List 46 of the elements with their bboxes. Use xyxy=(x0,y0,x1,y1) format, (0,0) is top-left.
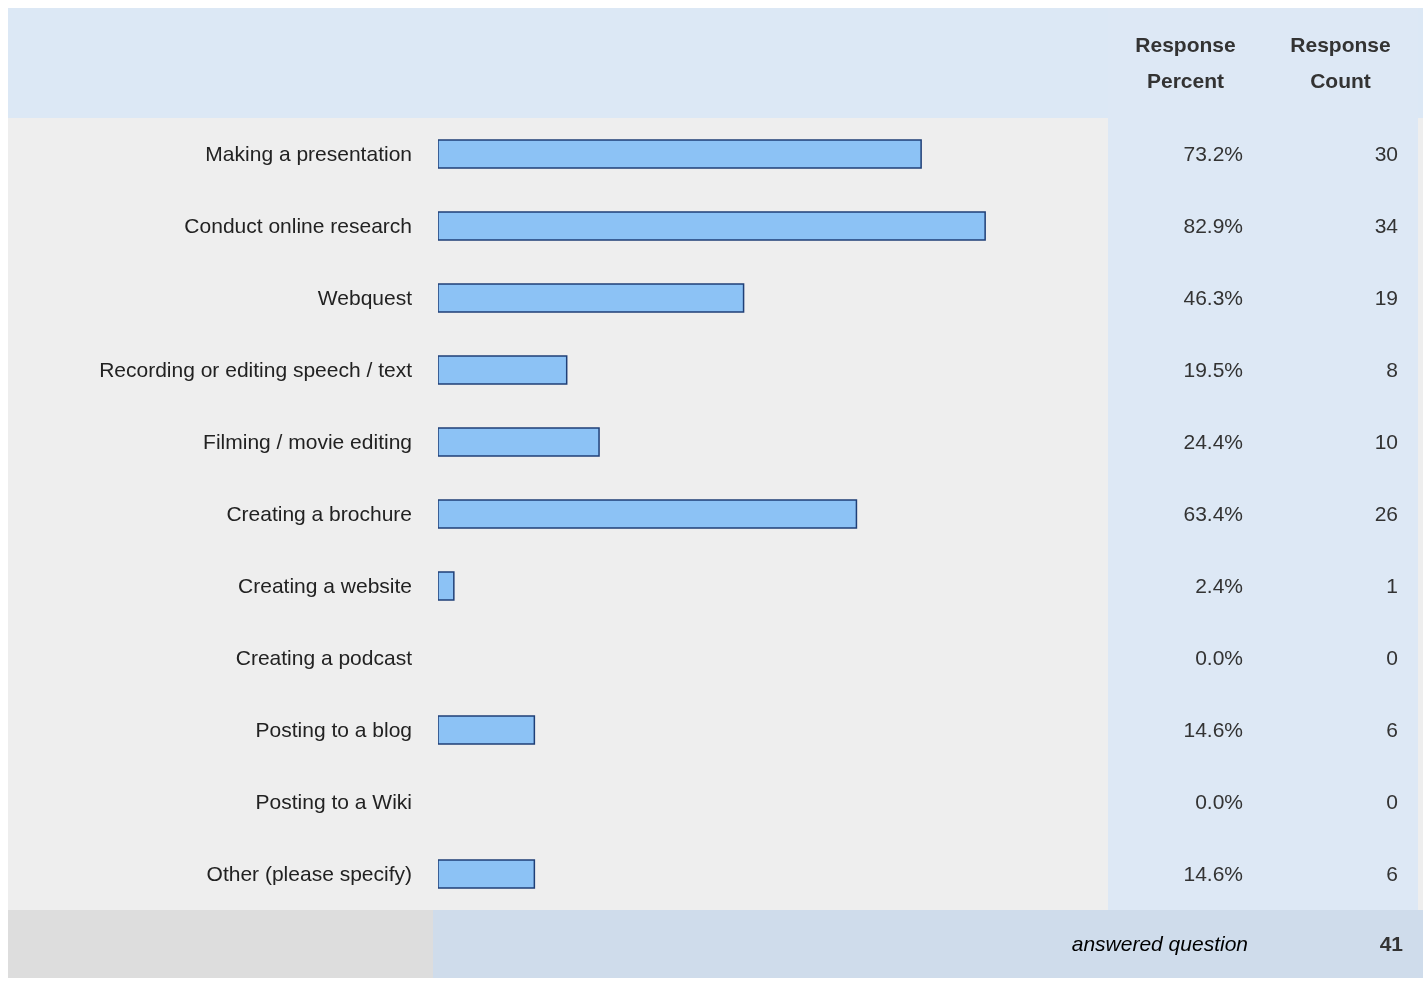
bar xyxy=(438,859,536,889)
data-label: 2.4% xyxy=(1194,573,1244,599)
text: answered question xyxy=(1071,932,1249,956)
text: Response Percent xyxy=(1108,8,1263,118)
y-tick-label: Creating a podcast xyxy=(235,646,413,670)
text: Response Count xyxy=(1263,8,1418,118)
text: 0 xyxy=(1385,789,1399,815)
bar xyxy=(438,139,922,169)
y-tick-label: Recording or editing speech / text xyxy=(99,358,413,382)
text: 0 xyxy=(1385,645,1399,671)
text: 10 xyxy=(1373,429,1399,455)
text: 6 xyxy=(1385,861,1399,887)
bar xyxy=(438,427,600,457)
text: 34 xyxy=(1373,213,1399,239)
text: 41 xyxy=(1268,910,1423,978)
bar xyxy=(438,355,568,385)
data-label: 0.0% xyxy=(1194,645,1244,671)
data-label: 82.9% xyxy=(1182,213,1244,239)
text: 30 xyxy=(1373,141,1399,167)
y-tick-label: Other (please specify) xyxy=(206,862,412,886)
text: 26 xyxy=(1373,501,1399,527)
data-label: 24.4% xyxy=(1182,429,1244,455)
y-tick-label: Creating a website xyxy=(238,574,412,598)
bar xyxy=(438,715,536,745)
text: 8 xyxy=(1385,357,1399,383)
text: 19 xyxy=(1373,285,1399,311)
bar xyxy=(438,499,858,529)
data-label: 0.0% xyxy=(1194,789,1244,815)
y-tick-label: Making a presentation xyxy=(205,142,412,166)
bar xyxy=(438,211,986,241)
data-label: 63.4% xyxy=(1182,501,1244,527)
text: 6 xyxy=(1385,717,1399,743)
y-tick-label: Filming / movie editing xyxy=(203,430,412,454)
y-tick-label: Conduct online research xyxy=(184,214,412,238)
data-label: 14.6% xyxy=(1182,861,1244,887)
y-tick-label: Creating a brochure xyxy=(226,502,412,526)
y-tick-label: Posting to a blog xyxy=(255,718,412,742)
y-tick-label: Posting to a Wiki xyxy=(255,790,412,814)
data-label: 19.5% xyxy=(1182,357,1244,383)
bar xyxy=(438,283,745,313)
bar xyxy=(438,571,455,601)
text: 1 xyxy=(1385,573,1399,599)
data-label: 73.2% xyxy=(1182,141,1244,167)
data-label: 46.3% xyxy=(1182,285,1244,311)
data-label: 14.6% xyxy=(1182,717,1244,743)
y-tick-label: Webquest xyxy=(317,286,413,310)
